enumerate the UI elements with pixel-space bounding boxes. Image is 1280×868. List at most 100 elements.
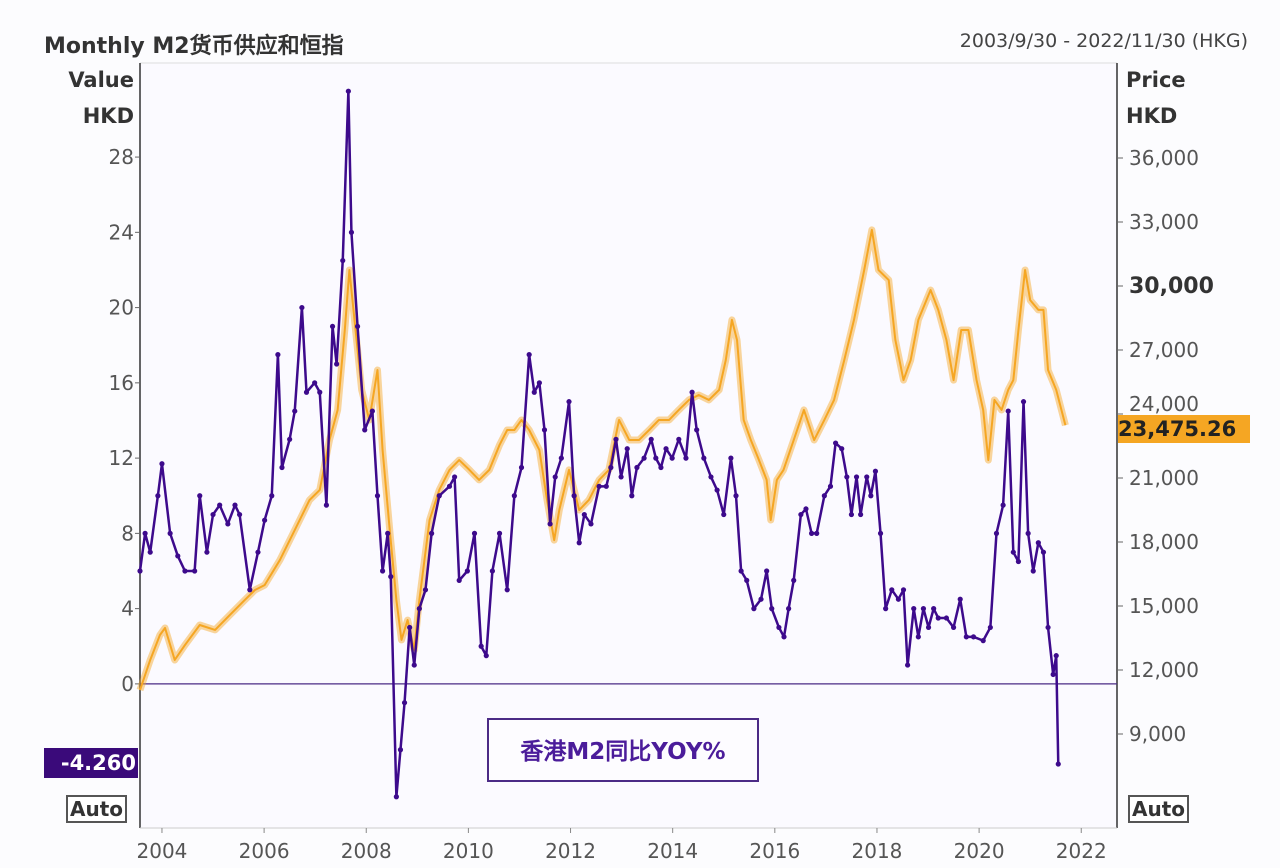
m2-data-point xyxy=(511,493,517,499)
m2-data-point xyxy=(429,530,435,536)
m2-data-point xyxy=(864,474,870,480)
m2-data-point xyxy=(821,493,827,499)
m2-data-point xyxy=(232,502,238,508)
m2-data-point xyxy=(624,446,630,452)
m2-data-point xyxy=(911,606,917,612)
x-tick-label: 2020 xyxy=(954,839,1005,863)
left-tick-label: 8 xyxy=(121,521,134,545)
m2-data-point xyxy=(980,638,986,644)
m2-data-point xyxy=(1010,549,1016,555)
m2-data-point xyxy=(733,493,739,499)
left-tick-label: 4 xyxy=(121,597,134,621)
m2-data-point xyxy=(603,483,609,489)
left-tick-label: 16 xyxy=(109,371,134,395)
x-tick-label: 2022 xyxy=(1056,839,1107,863)
m2-data-point xyxy=(269,493,275,499)
m2-data-point xyxy=(504,587,510,593)
right-tick-label: 36,000 xyxy=(1129,146,1199,170)
m2-data-point xyxy=(1050,671,1056,678)
m2-data-point xyxy=(669,455,675,461)
left-auto-scale-button[interactable]: Auto xyxy=(66,795,128,823)
m2-data-point xyxy=(987,624,993,631)
left-axis-label-2: HKD xyxy=(82,104,134,128)
m2-data-point xyxy=(329,323,336,330)
m2-data-point xyxy=(547,521,553,527)
m2-data-point xyxy=(369,408,375,414)
m2-data-point xyxy=(397,747,404,753)
m2-data-point xyxy=(827,483,834,489)
m2-data-point xyxy=(581,511,587,518)
m2-data-point xyxy=(701,455,707,461)
m2-data-point xyxy=(354,323,361,330)
m2-data-point xyxy=(576,540,582,546)
right-tick-label: 9,000 xyxy=(1129,722,1186,746)
m2-data-point xyxy=(1025,530,1031,536)
m2-data-point xyxy=(155,493,161,499)
m2-data-point xyxy=(411,662,417,668)
m2-data-point xyxy=(950,624,957,631)
left-axis-label-1: Value xyxy=(68,68,134,92)
m2-data-point xyxy=(943,615,950,621)
x-tick-label: 2018 xyxy=(852,839,903,863)
m2-data-point xyxy=(225,521,231,527)
m2-data-point xyxy=(721,511,727,518)
m2-data-point xyxy=(858,511,864,518)
m2-data-point xyxy=(478,643,484,649)
m2-data-point xyxy=(883,606,889,612)
m2-data-point xyxy=(839,446,845,452)
m2-data-point xyxy=(1040,549,1047,555)
m2-data-point xyxy=(334,361,340,367)
right-auto-scale-button[interactable]: Auto xyxy=(1128,795,1190,823)
m2-data-point xyxy=(204,549,210,555)
m2-data-point xyxy=(868,493,874,499)
m2-data-point xyxy=(471,530,478,536)
m2-data-point xyxy=(379,568,386,574)
m2-data-point xyxy=(558,455,564,461)
m2-data-point xyxy=(634,464,640,471)
m2-data-point xyxy=(683,455,689,461)
x-tick-label: 2008 xyxy=(341,839,392,863)
m2-data-point xyxy=(844,474,850,480)
m2-data-point xyxy=(791,577,797,584)
m2-data-point xyxy=(764,568,770,574)
m2-data-point xyxy=(676,436,682,442)
m2-data-point xyxy=(292,408,298,414)
m2-data-point xyxy=(571,493,577,499)
m2-data-point xyxy=(496,530,503,536)
x-tick-label: 2006 xyxy=(239,839,290,863)
m2-data-point xyxy=(931,606,937,612)
m2-data-point xyxy=(287,436,293,442)
m2-data-point xyxy=(137,568,143,574)
m2-data-point xyxy=(608,464,614,471)
left-tick-label: 20 xyxy=(109,296,134,320)
left-tick-label: 24 xyxy=(109,220,134,244)
m2-data-point xyxy=(299,304,305,311)
m2-data-point xyxy=(848,511,855,518)
m2-data-point xyxy=(803,506,809,512)
chart-title: Monthly M2货币供应和恒指 xyxy=(44,34,344,59)
left-tick-label: 12 xyxy=(109,446,134,470)
m2-data-point xyxy=(925,624,932,631)
m2-data-point xyxy=(588,521,594,527)
m2-data-point xyxy=(217,502,223,508)
m2-data-point xyxy=(147,549,153,555)
m2-data-point xyxy=(689,389,695,395)
m2-data-point xyxy=(279,464,285,471)
m2-data-point xyxy=(1035,540,1041,546)
right-tick-label: 18,000 xyxy=(1129,530,1199,554)
m2-data-point xyxy=(714,487,720,493)
m2-data-point xyxy=(963,634,969,640)
m2-data-point xyxy=(456,577,462,584)
m2-data-point xyxy=(694,427,700,433)
m2-data-point xyxy=(935,615,941,621)
m2-data-point xyxy=(526,352,532,358)
m2-data-point xyxy=(618,474,624,480)
m2-data-point xyxy=(552,474,558,480)
m2-data-point xyxy=(814,530,820,536)
m2-data-point xyxy=(192,568,198,574)
m2-data-point xyxy=(1030,568,1036,574)
m2-data-point xyxy=(915,634,921,640)
right-tick-label: 12,000 xyxy=(1129,658,1199,682)
hsi-series-line xyxy=(139,228,1067,691)
